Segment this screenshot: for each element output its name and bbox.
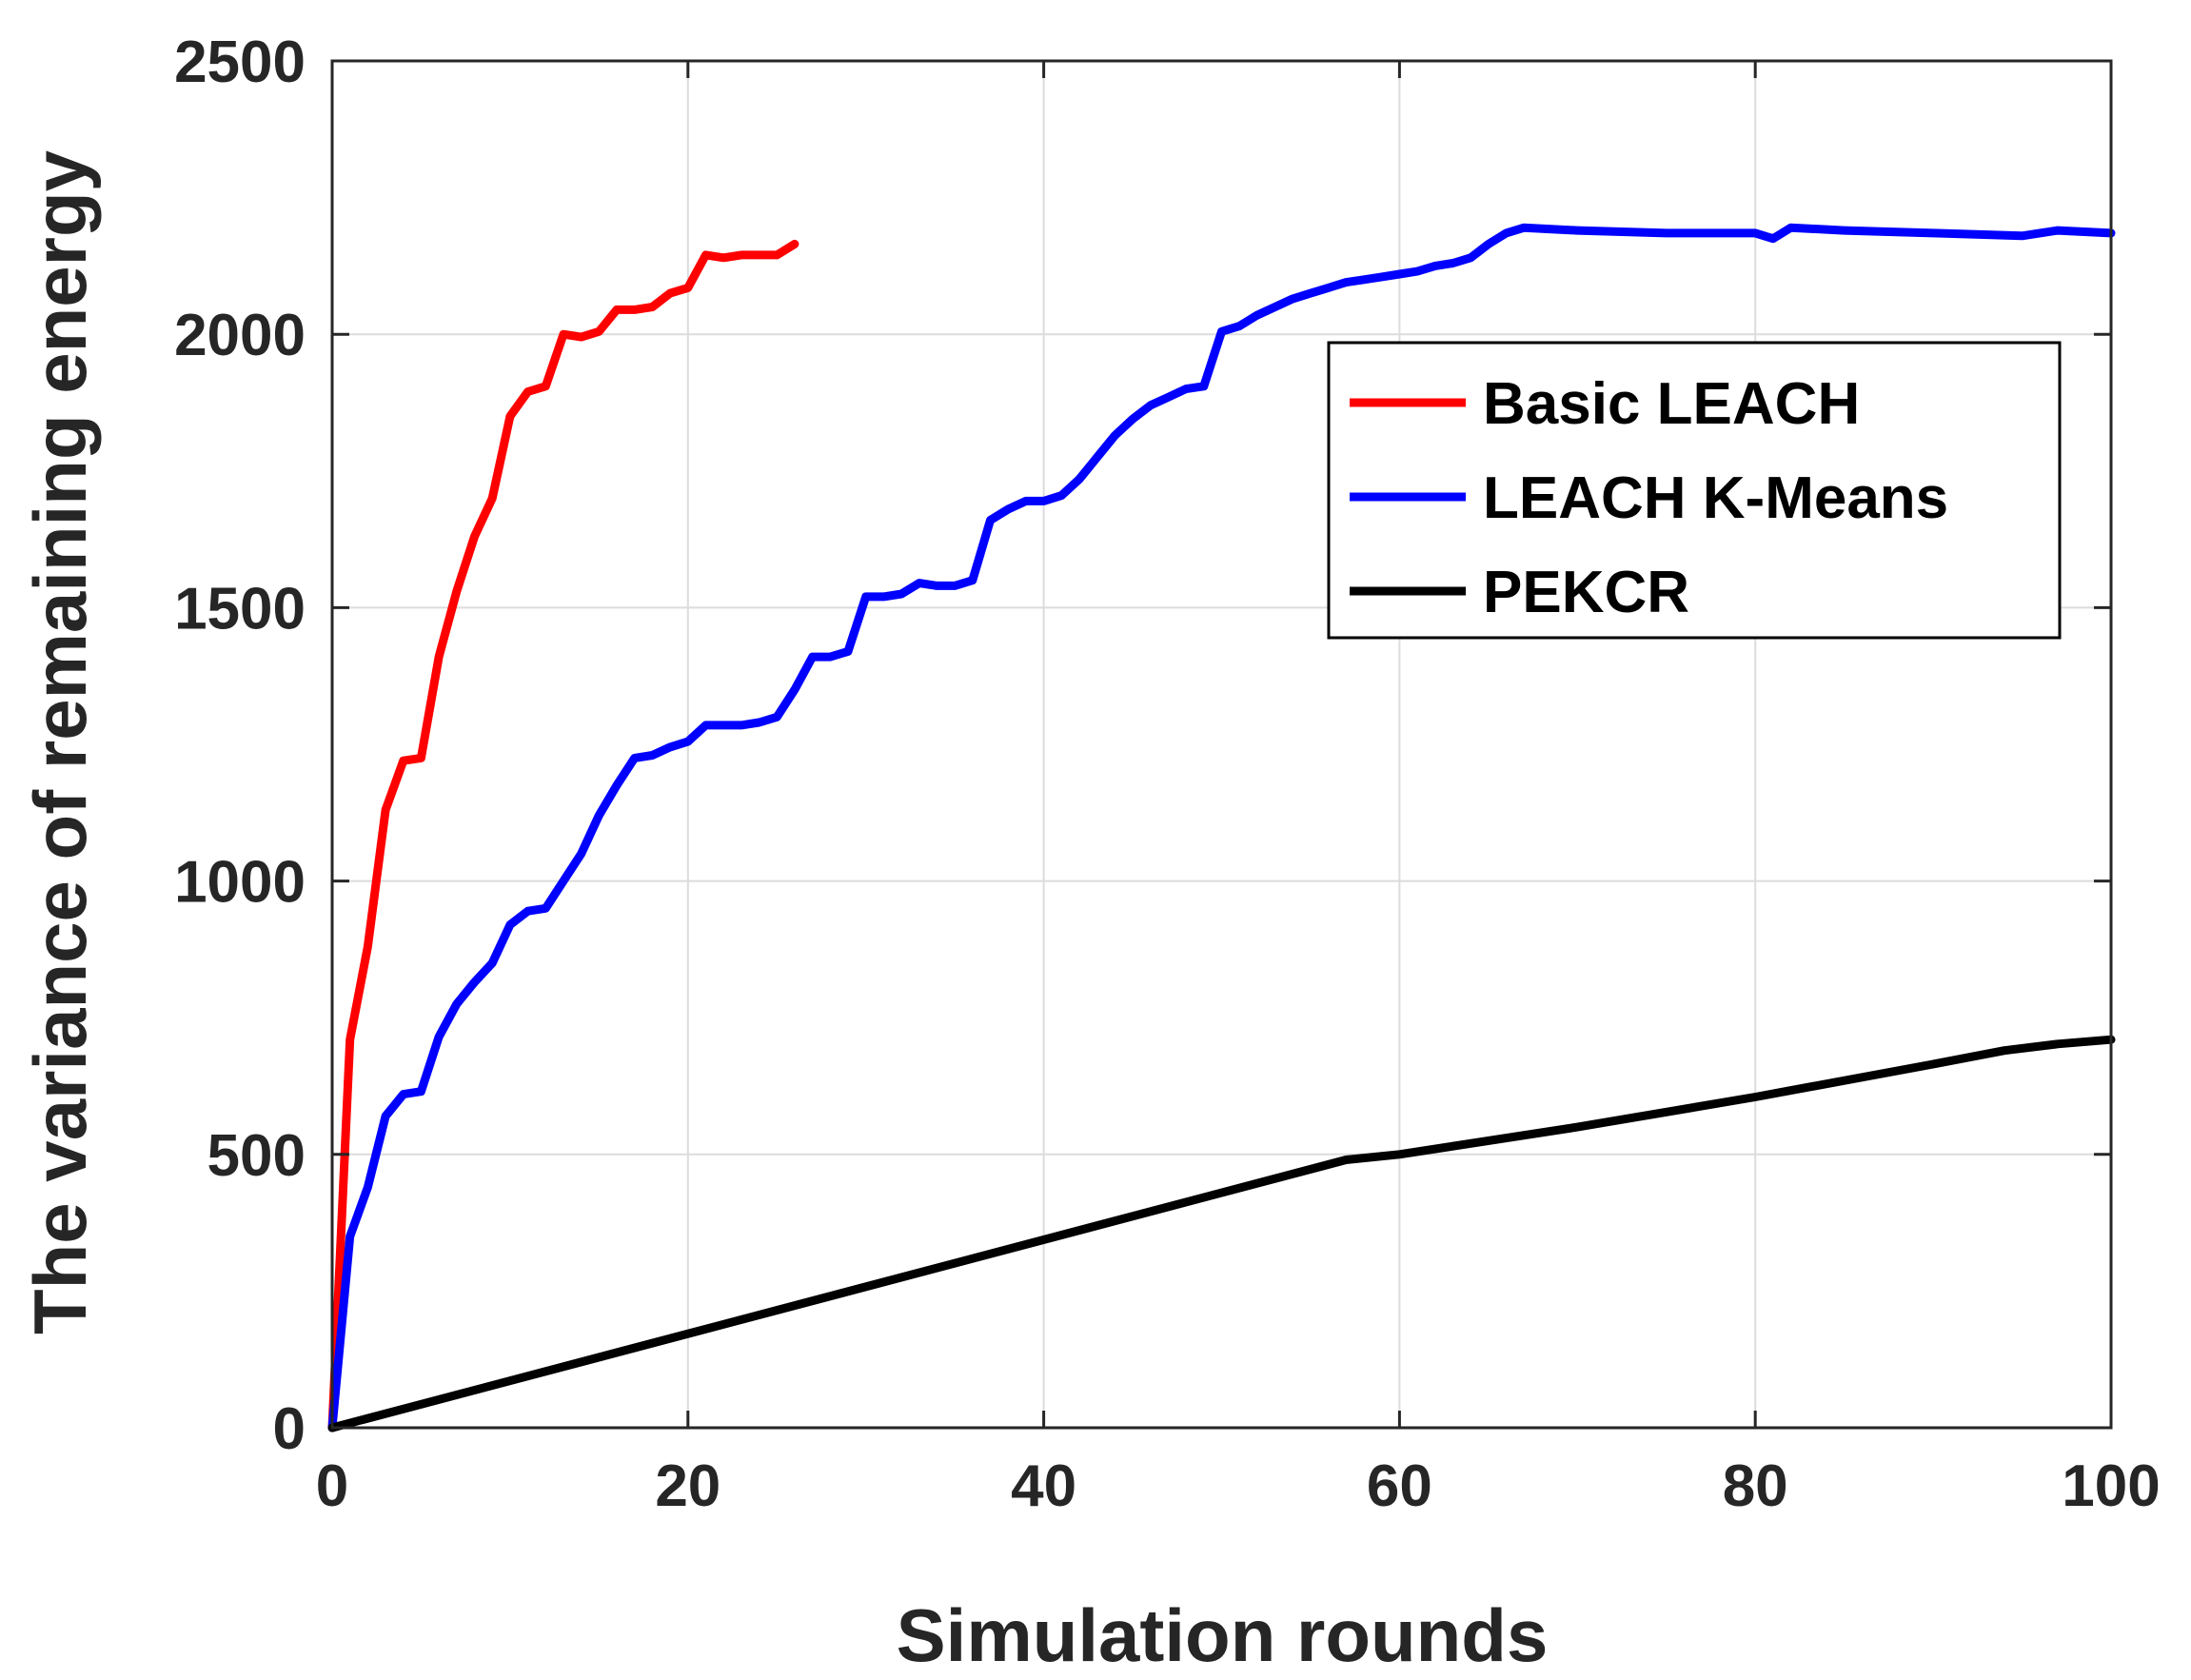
x-tick-label: 40: [1011, 1453, 1076, 1519]
legend-label: LEACH K-Means: [1483, 465, 1948, 531]
series-layer: [327, 223, 2116, 1433]
y-tick-label: 0: [273, 1396, 306, 1462]
y-tick-label: 500: [207, 1123, 306, 1189]
x-tick-label: 0: [316, 1453, 348, 1519]
y-axis-label: The variance of remaining energy: [18, 150, 102, 1334]
x-tick-label: 100: [2062, 1453, 2160, 1519]
y-tick-label: 1000: [174, 850, 306, 916]
x-tick-label: 60: [1367, 1453, 1432, 1519]
axes-box: [330, 59, 2113, 1430]
legend: Basic LEACH LEACH K-Means PEKCR: [1327, 341, 2062, 640]
series-line-pekcr: [327, 1035, 2116, 1433]
x-axis-label: Simulation rounds: [897, 1593, 1549, 1675]
legend-label: Basic LEACH: [1483, 371, 1860, 437]
y-tick-label: 1500: [174, 576, 306, 642]
series-line-leach-k-means: [327, 223, 2116, 1433]
x-tick-label: 80: [1723, 1453, 1788, 1519]
y-tick-label: 2500: [174, 30, 306, 95]
legend-label: PEKCR: [1483, 560, 1689, 625]
series-line-basic-leach: [327, 239, 799, 1433]
grid-layer: [332, 61, 2111, 1428]
plot-area: [332, 61, 2111, 1428]
y-tick-label: 2000: [174, 303, 306, 368]
x-tick-label: 20: [655, 1453, 720, 1519]
